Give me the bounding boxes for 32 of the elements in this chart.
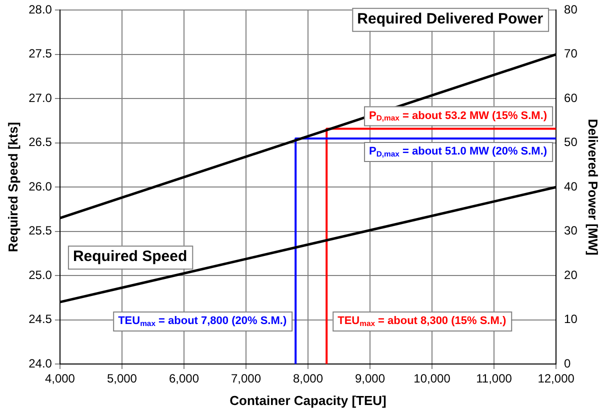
y2-axis-title: Delivered Power [MW] — [586, 118, 601, 256]
y2-tick-label: 80 — [564, 2, 578, 17]
x-tick-label: 9,000 — [355, 372, 386, 386]
y2-tick-label: 50 — [564, 135, 578, 150]
x-axis-title: Container Capacity [TEU] — [230, 392, 386, 408]
x-tick-label: 7,000 — [230, 372, 262, 386]
y-tick-label: 25.5 — [28, 224, 52, 238]
x-tick-label: 12,000 — [538, 372, 575, 386]
x-tick-label: 5,000 — [106, 372, 138, 386]
y-tick-label: 24.0 — [28, 356, 52, 370]
y-tick-label: 27.5 — [28, 46, 52, 61]
y2-tick-label: 60 — [564, 90, 578, 105]
y-tick-label: 28.0 — [28, 2, 52, 17]
y2-tick-label: 0 — [564, 356, 572, 370]
y2-tick-label: 40 — [564, 179, 578, 194]
x-tick-label: 4,000 — [44, 372, 76, 386]
y-tick-label: 24.5 — [28, 312, 52, 326]
x-tick-label: 6,000 — [168, 372, 200, 386]
y-tick-label: 26.5 — [28, 135, 52, 150]
y-tick-label: 26.0 — [28, 179, 52, 194]
series-label: Required Speed — [72, 248, 188, 266]
x-tick-label: 8,000 — [292, 372, 324, 386]
y2-tick-label: 10 — [564, 312, 578, 326]
y2-tick-label: 30 — [564, 224, 578, 238]
y-axis-title: Required Speed [kts] — [5, 122, 20, 252]
y-tick-label: 25.0 — [28, 268, 52, 282]
x-tick-label: 11,000 — [476, 372, 512, 386]
y2-tick-label: 70 — [564, 46, 578, 61]
x-tick-label: 10,000 — [414, 372, 451, 386]
y2-tick-label: 20 — [564, 268, 578, 282]
series-label: Required Delivered Power — [357, 10, 544, 28]
y-tick-label: 27.0 — [28, 90, 52, 105]
